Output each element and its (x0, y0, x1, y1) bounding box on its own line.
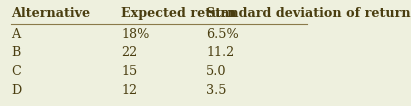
Text: 3.5: 3.5 (206, 84, 227, 97)
Text: 18%: 18% (121, 28, 150, 41)
Text: 11.2: 11.2 (206, 47, 234, 59)
Text: D: D (11, 84, 21, 97)
Text: 6.5%: 6.5% (206, 28, 239, 41)
Text: Alternative: Alternative (11, 7, 90, 20)
Text: A: A (11, 28, 20, 41)
Text: 15: 15 (121, 65, 137, 78)
Text: 12: 12 (121, 84, 137, 97)
Text: Standard deviation of return: Standard deviation of return (206, 7, 411, 20)
Text: C: C (11, 65, 21, 78)
Text: B: B (11, 47, 20, 59)
Text: 22: 22 (121, 47, 137, 59)
Text: 5.0: 5.0 (206, 65, 227, 78)
Text: Expected return: Expected return (121, 7, 236, 20)
